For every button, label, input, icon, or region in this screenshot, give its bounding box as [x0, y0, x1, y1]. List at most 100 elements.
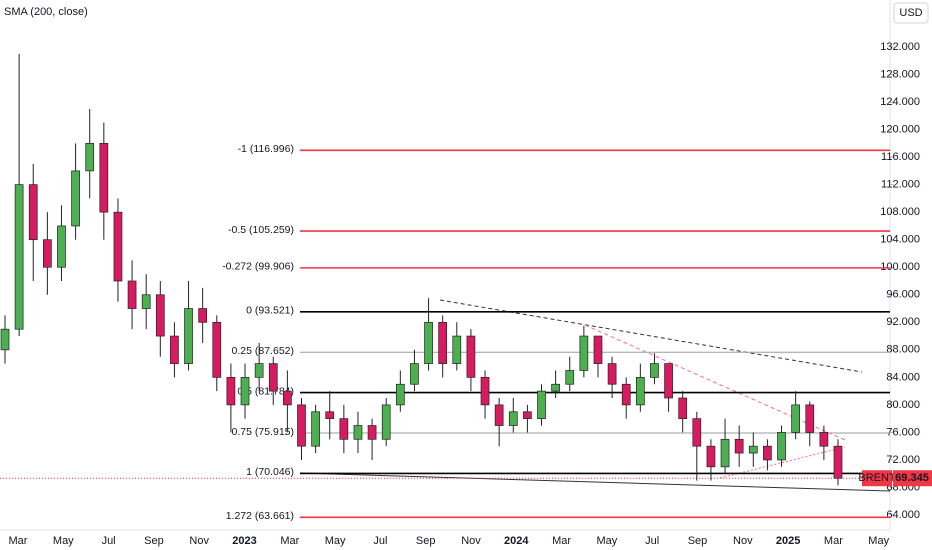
- y-tick-label: 116.000: [881, 151, 920, 163]
- candle-body: [480, 377, 490, 406]
- x-tick-label: Nov: [461, 535, 481, 547]
- candle-body: [565, 370, 575, 385]
- x-tick-label: Jul: [645, 535, 659, 547]
- x-tick-label: 2024: [504, 535, 529, 547]
- price-label: 69.345: [895, 472, 929, 484]
- symbol-label: BRENT: [858, 472, 896, 484]
- candle-body: [664, 363, 673, 399]
- candle-body: [43, 239, 52, 268]
- candle-body: [791, 404, 800, 433]
- candle-body: [113, 211, 123, 282]
- x-tick-label: May: [868, 535, 889, 547]
- candle-body: [833, 445, 843, 479]
- currency-label[interactable]: USD: [899, 7, 922, 19]
- candle-body: [212, 321, 222, 378]
- y-tick-label: 100.000: [880, 261, 920, 273]
- candle-body: [621, 383, 631, 406]
- candle-body: [226, 377, 236, 406]
- fib-label: 0.5 (81.784): [237, 385, 294, 397]
- candle-body: [297, 404, 306, 447]
- candle-body: [551, 383, 560, 392]
- y-tick-label: 88.000: [886, 344, 920, 356]
- candle-body: [494, 404, 504, 426]
- indicator-label: SMA (200, close): [4, 6, 88, 18]
- candle-body: [650, 363, 659, 378]
- candle-body: [283, 390, 292, 406]
- x-tick-label: May: [53, 535, 74, 547]
- fib-label: 0.25 (87.652): [232, 345, 294, 357]
- y-tick-label: 76.000: [886, 426, 920, 438]
- y-tick-label: 132.000: [880, 41, 920, 53]
- x-tick-label: May: [597, 535, 618, 547]
- x-tick-label: Jul: [373, 535, 387, 547]
- candle-body: [99, 143, 109, 213]
- candle-body: [635, 377, 645, 406]
- candle-body: [141, 294, 151, 309]
- x-tick-label: 2023: [232, 535, 256, 547]
- candle-body: [678, 397, 688, 419]
- trend-line: [299, 472, 891, 492]
- candle-body: [127, 280, 137, 309]
- candle-body: [71, 170, 80, 227]
- symbol-tag: [862, 470, 892, 487]
- x-tick-label: Sep: [688, 535, 708, 547]
- candle-body: [57, 225, 66, 268]
- candle-body: [170, 335, 179, 364]
- candle-body: [395, 383, 405, 406]
- candle-body: [0, 328, 10, 351]
- candle-body: [805, 404, 815, 433]
- candle-body: [311, 411, 320, 447]
- candle-body: [452, 335, 462, 364]
- candle-body: [325, 411, 335, 419]
- candle-body: [184, 308, 193, 364]
- candle-body: [85, 143, 95, 172]
- y-tick-label: 104.000: [880, 234, 920, 246]
- candle-body: [593, 335, 603, 364]
- fib-label: 1.272 (63.661): [226, 510, 294, 522]
- candle-body: [268, 363, 278, 392]
- candle-body: [466, 335, 476, 378]
- x-tick-label: May: [325, 535, 346, 547]
- y-tick-label: 128.000: [880, 68, 920, 80]
- y-tick-label: 112.000: [881, 179, 920, 191]
- fib-label: 1 (70.046): [246, 466, 294, 478]
- x-tick-label: Mar: [552, 535, 571, 547]
- candle-body: [692, 418, 702, 447]
- candle-body: [720, 438, 730, 468]
- y-tick-label: 72.000: [886, 454, 920, 466]
- x-tick-label: Jul: [102, 535, 116, 547]
- candle-body: [410, 363, 419, 385]
- fib-label: -0.272 (99.906): [222, 261, 294, 273]
- candle-body: [763, 445, 772, 461]
- trend-line: [584, 324, 846, 441]
- candle-body: [155, 294, 165, 337]
- y-tick-label: 124.000: [880, 96, 920, 108]
- x-tick-label: Nov: [189, 535, 209, 547]
- candle-body: [706, 445, 716, 468]
- x-tick-label: Mar: [824, 535, 843, 547]
- price-tag: [893, 470, 932, 487]
- candle-body: [367, 425, 377, 440]
- y-tick-label: 80.000: [886, 399, 920, 411]
- candle-body: [339, 418, 349, 440]
- currency-button[interactable]: [893, 2, 929, 24]
- fib-label: -1 (116.996): [238, 143, 294, 155]
- candle-body: [353, 425, 363, 440]
- fib-label: 0.75 (75.915): [232, 426, 294, 438]
- candle-body: [28, 184, 38, 241]
- y-tick-label: 64.000: [886, 509, 920, 521]
- x-tick-label: Mar: [280, 535, 299, 547]
- x-tick-label: Sep: [416, 535, 436, 547]
- candle-body: [14, 184, 24, 330]
- y-tick-label: 84.000: [886, 371, 920, 383]
- y-tick-label: 92.000: [886, 316, 920, 328]
- x-tick-label: Mar: [9, 535, 28, 547]
- x-tick-label: 2025: [776, 535, 800, 547]
- candle-body: [537, 390, 546, 419]
- candle-body: [607, 363, 617, 385]
- x-tick-label: Sep: [144, 535, 164, 547]
- candle-body: [198, 308, 208, 323]
- fib-label: 0 (93.521): [246, 305, 294, 317]
